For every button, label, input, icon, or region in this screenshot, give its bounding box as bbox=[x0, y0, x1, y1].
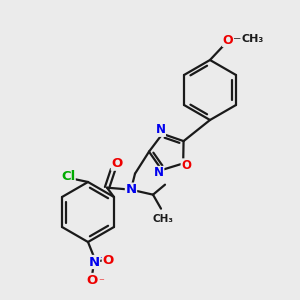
Text: —: — bbox=[233, 34, 242, 43]
Text: O: O bbox=[102, 254, 114, 266]
Text: +: + bbox=[99, 253, 106, 262]
Text: N: N bbox=[154, 167, 164, 179]
Text: ⁻: ⁻ bbox=[98, 277, 104, 287]
Text: O: O bbox=[111, 157, 123, 170]
Text: CH₃: CH₃ bbox=[241, 34, 263, 44]
Text: Cl: Cl bbox=[61, 170, 75, 184]
Text: O: O bbox=[181, 159, 191, 172]
Text: N: N bbox=[88, 256, 100, 268]
Text: N: N bbox=[125, 183, 136, 196]
Text: O: O bbox=[223, 34, 233, 46]
Text: O: O bbox=[86, 274, 98, 286]
Text: N: N bbox=[155, 123, 165, 136]
Text: CH₃: CH₃ bbox=[152, 214, 173, 224]
